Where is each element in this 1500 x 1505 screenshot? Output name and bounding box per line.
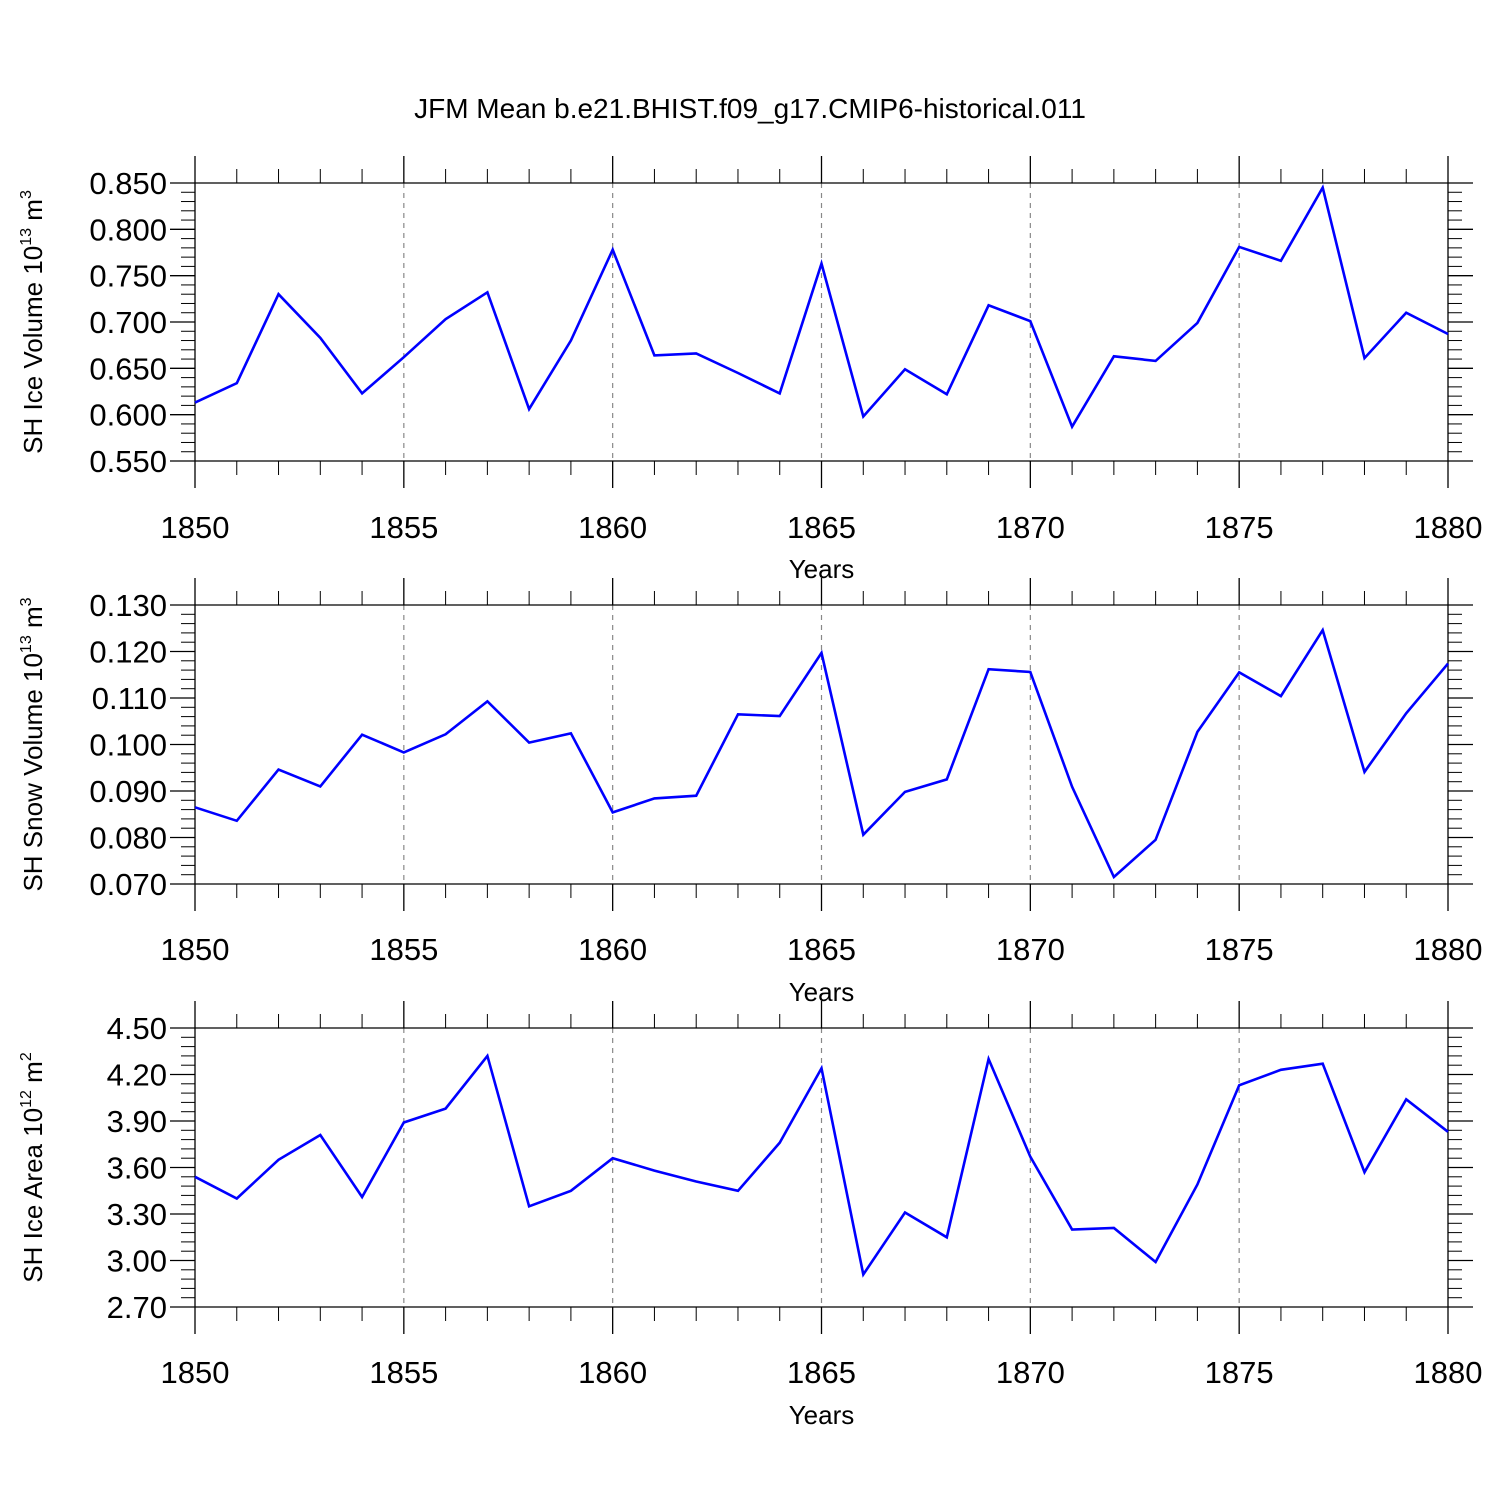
x-tick-label: 1865 bbox=[787, 510, 856, 545]
x-tick-label: 1860 bbox=[578, 1355, 647, 1390]
panel-3: 2.70 3.00 3.30 3.60 3.90 4.20 4.50 1850 1855 1860… bbox=[18, 1001, 1482, 1430]
x-tick-label: 1880 bbox=[1414, 510, 1483, 545]
y-tick-label: 0.550 bbox=[89, 444, 167, 479]
x-tick-label: 1855 bbox=[369, 1355, 438, 1390]
x-tick-label: 1860 bbox=[578, 932, 647, 967]
y-tick-label: 0.850 bbox=[89, 166, 167, 201]
x-tick-label: 1855 bbox=[369, 510, 438, 545]
y-tick-label: 3.60 bbox=[107, 1151, 167, 1186]
series-line bbox=[194, 1053, 1449, 1278]
y-tick-label: 0.090 bbox=[89, 774, 167, 809]
x-tick-label: 1875 bbox=[1205, 932, 1274, 967]
x-tick-label: 1865 bbox=[787, 1355, 856, 1390]
x-tick-label: 1870 bbox=[996, 932, 1065, 967]
chart-title: JFM Mean b.e21.BHIST.f09_g17.CMIP6-histo… bbox=[414, 93, 1086, 124]
y-axis-title: SH Ice Volume 1013 m3 bbox=[18, 190, 48, 454]
y-tick-label: 0.120 bbox=[89, 635, 167, 670]
y-tick-label: 0.100 bbox=[89, 728, 167, 763]
y-tick-label: 4.50 bbox=[107, 1011, 167, 1046]
y-tick-label: 0.070 bbox=[89, 867, 167, 902]
y-tick-label: 0.600 bbox=[89, 398, 167, 433]
x-tick-label: 1870 bbox=[996, 1355, 1065, 1390]
y-tick-label: 0.130 bbox=[89, 588, 167, 623]
y-tick-label: 0.800 bbox=[89, 212, 167, 247]
series-line bbox=[194, 184, 1449, 430]
panel-2: 0.070 0.080 0.090 0.100 0.110 0.120 0.130 1850 1… bbox=[18, 578, 1482, 1007]
y-tick-label: 2.70 bbox=[107, 1290, 167, 1325]
x-tick-label: 1855 bbox=[369, 932, 438, 967]
y-tick-label: 0.700 bbox=[89, 305, 167, 340]
x-tick-label: 1880 bbox=[1414, 1355, 1483, 1390]
x-tick-label: 1850 bbox=[161, 1355, 230, 1390]
y-tick-label: 0.110 bbox=[92, 681, 167, 716]
x-tick-label: 1880 bbox=[1414, 932, 1483, 967]
x-tick-label: 1870 bbox=[996, 510, 1065, 545]
panel-1: 0.550 0.600 0.650 0.700 0.750 0.800 0.850 1850 1… bbox=[18, 156, 1482, 584]
x-axis-title: Years bbox=[789, 1400, 855, 1430]
y-tick-label: 3.90 bbox=[107, 1104, 167, 1139]
y-tick-label: 4.20 bbox=[107, 1058, 167, 1093]
x-tick-label: 1850 bbox=[161, 510, 230, 545]
x-tick-label: 1850 bbox=[161, 932, 230, 967]
y-axis-title: SH Snow Volume 1013 m3 bbox=[18, 597, 48, 891]
y-tick-label: 3.00 bbox=[107, 1244, 167, 1279]
y-tick-label: 3.30 bbox=[107, 1197, 167, 1232]
x-tick-label: 1875 bbox=[1205, 510, 1274, 545]
y-tick-label: 0.080 bbox=[89, 821, 167, 856]
x-tick-label: 1865 bbox=[787, 932, 856, 967]
y-axis-title: SH Ice Area 1012 m2 bbox=[18, 1052, 48, 1283]
series-line bbox=[194, 626, 1449, 880]
y-tick-label: 0.750 bbox=[89, 259, 167, 294]
y-tick-label: 0.650 bbox=[89, 351, 167, 386]
x-tick-label: 1860 bbox=[578, 510, 647, 545]
x-tick-label: 1875 bbox=[1205, 1355, 1274, 1390]
